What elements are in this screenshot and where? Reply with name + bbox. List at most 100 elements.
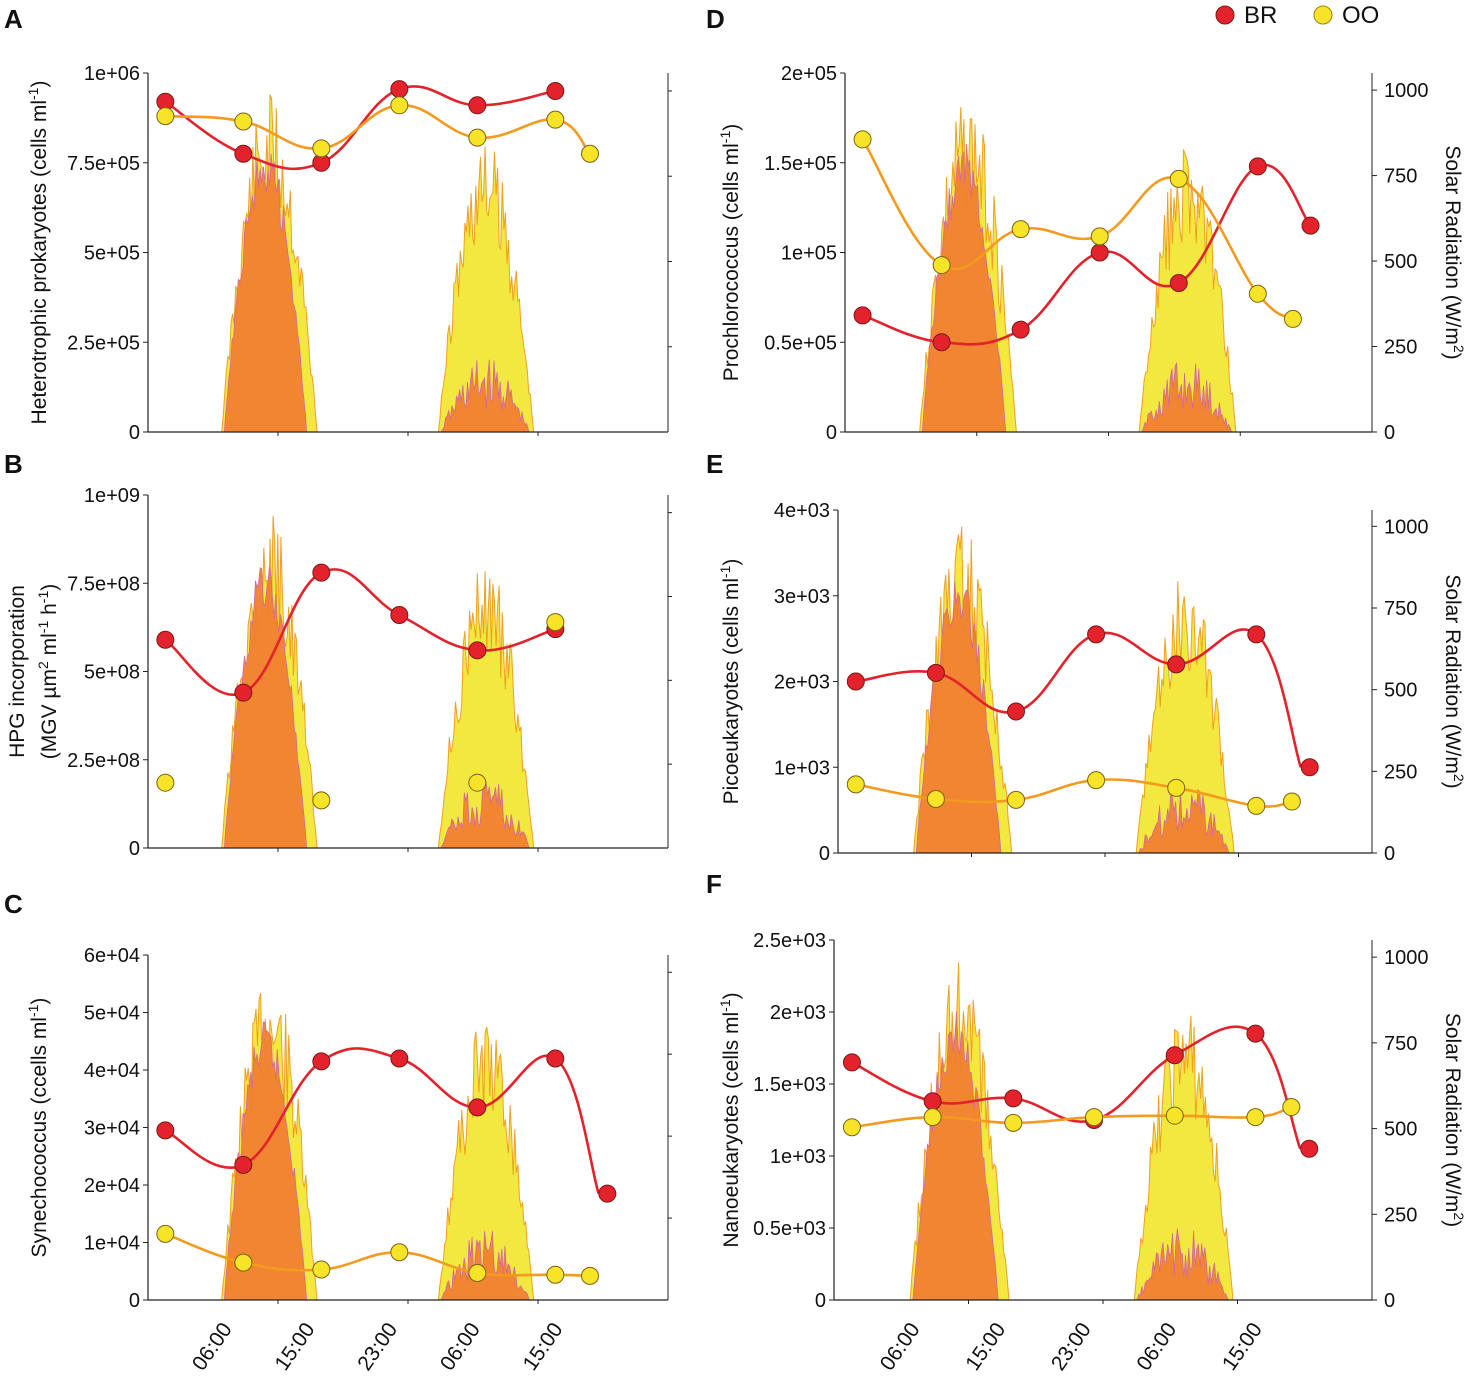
fit-line-oo [861, 138, 1294, 321]
time-tick-label: 15:00 [1218, 1319, 1267, 1375]
y-axis-title-part: h [38, 603, 61, 621]
y-tick-label: 2e+03 [770, 1002, 826, 1024]
data-point-br [932, 333, 951, 352]
y-tick-label: 0 [129, 838, 140, 860]
y-axis-title-main: Prochlorococcus (cells ml [720, 143, 743, 381]
y-tick-label: 1.5e+05 [764, 153, 837, 175]
y-axis-title: Picoeukaryotes (cells ml-1) [717, 559, 743, 805]
legend-marker-br [1215, 5, 1235, 25]
data-point-oo [1087, 771, 1106, 790]
fit-line-br [164, 1047, 600, 1194]
time-tick-label: 23:00 [1047, 1319, 1096, 1375]
panel-f: 0 0.5e+03 1e+03 1.5e+03 2e+03 2.5e+03 0 250 500 7… [706, 869, 1467, 1312]
y-tick-label: 1e+03 [770, 1146, 826, 1168]
data-point-oo [1167, 778, 1186, 797]
data-point-br [390, 606, 409, 625]
y-axis-title-part: (MGV µm [38, 669, 61, 759]
y-tick-label: 0.5e+05 [764, 332, 837, 354]
time-tick-label: 15:00 [519, 1319, 568, 1375]
solar-area-br-day2 [1136, 1228, 1230, 1301]
right-tick-label: 750 [1384, 166, 1417, 188]
panel-c: 0 1e+04 2e+04 3e+04 4e+04 5e+04 6e+04 C Synechoc… [4, 889, 672, 1312]
y-tick-label: 7.5e+08 [67, 573, 140, 595]
y-tick-label: 4e+04 [84, 1060, 140, 1082]
solar-area-br-day2 [1141, 362, 1233, 433]
solar-radiation-axis-title: Solar Radiation (W/m2) [1441, 1013, 1467, 1227]
data-point-oo [846, 775, 865, 794]
solar-area-oo-day2 [437, 1026, 535, 1301]
y-tick-label: 0.5e+03 [753, 1218, 826, 1240]
y-tick-label: 5e+05 [84, 243, 140, 265]
y-axis-title-tail: ) [28, 81, 51, 88]
solar-area-br-day2 [440, 359, 530, 433]
right-tick-label: 500 [1384, 1119, 1417, 1141]
data-point-br [156, 630, 175, 649]
y-tick-label: 4e+03 [774, 500, 830, 522]
axis-title-sup: 2 [1451, 345, 1467, 353]
solar-area-br-day2 [440, 1230, 530, 1301]
y-tick-label: 0 [129, 1290, 140, 1312]
y-tick-label: 6e+04 [84, 945, 140, 967]
data-point-br [234, 683, 253, 702]
data-point-br [846, 672, 865, 691]
data-point-oo [312, 139, 331, 158]
solar-area-oo-day2 [1133, 1015, 1234, 1301]
data-point-oo [1169, 169, 1188, 188]
y-tick-label: 0 [826, 422, 837, 444]
data-point-br [1301, 216, 1320, 235]
fit-line-br [851, 1025, 1302, 1150]
y-tick-label: 2e+04 [84, 1175, 140, 1197]
data-point-br [1167, 655, 1186, 674]
right-tick-label: 750 [1384, 1033, 1417, 1055]
data-point-oo [1248, 284, 1267, 303]
y-tick-label: 2.5e+08 [67, 750, 140, 772]
y-axis-title-sup: -1 [717, 565, 733, 578]
data-point-oo [1004, 1113, 1023, 1132]
data-point-oo [926, 789, 945, 808]
data-point-oo [546, 1265, 565, 1284]
y-axis-title-tail: ) [720, 559, 743, 566]
y-axis-title-part: -1 [35, 621, 51, 634]
y-axis-title-sup: -1 [25, 1004, 41, 1017]
data-point-oo [932, 256, 951, 275]
right-tick-label: 750 [1384, 598, 1417, 620]
time-tick-label: 15:00 [271, 1319, 320, 1375]
data-point-oo [156, 1224, 175, 1243]
y-axis-title-tail: ) [28, 998, 51, 1005]
data-point-br [1011, 320, 1030, 339]
data-point-br [312, 563, 331, 582]
data-point-oo [156, 107, 175, 126]
data-point-oo [312, 791, 331, 810]
y-axis-title: Heterotrophic prokaryotes (cells ml-1) [25, 81, 51, 425]
data-point-oo [581, 144, 599, 163]
data-point-oo [312, 1260, 331, 1279]
data-point-br [546, 81, 565, 100]
right-tick-label: 0 [1384, 1290, 1395, 1312]
y-axis-title-sup: -1 [717, 131, 733, 144]
legend-label-br: BR [1244, 2, 1277, 29]
data-point-oo [234, 112, 253, 131]
right-tick-label: 500 [1384, 680, 1417, 702]
solar-area-oo-day2 [437, 146, 535, 433]
data-point-oo [1282, 792, 1301, 811]
data-point-br [1165, 1046, 1184, 1065]
panel-d: 0 0.5e+05 1e+05 1.5e+05 2e+05 0 250 500 750 1000 S… [706, 4, 1467, 444]
data-point-br [468, 1098, 487, 1117]
data-point-br [842, 1053, 861, 1072]
solar-area-br-day1 [915, 581, 1002, 854]
data-point-oo [1282, 1098, 1301, 1117]
data-point-oo [546, 613, 565, 632]
right-tick-label: 1000 [1384, 947, 1429, 969]
data-point-br [156, 1121, 175, 1140]
y-axis-title-main: Picoeukaryotes (cells ml [720, 578, 743, 804]
right-tick-label: 1000 [1384, 80, 1429, 102]
time-tick-label: 06:00 [1132, 1319, 1181, 1375]
right-tick-label: 0 [1384, 843, 1395, 865]
y-tick-label: 1.5e+03 [753, 1074, 826, 1096]
y-tick-label: 2.5e+05 [67, 332, 140, 354]
data-point-br [468, 641, 487, 660]
fit-line-oo [851, 1105, 1292, 1129]
data-point-br [234, 144, 253, 163]
solar-radiation-axis-title: Solar Radiation (W/m2) [1441, 145, 1467, 359]
y-axis-title-units: (MGV µm2 ml-1 h-1) [35, 584, 61, 759]
